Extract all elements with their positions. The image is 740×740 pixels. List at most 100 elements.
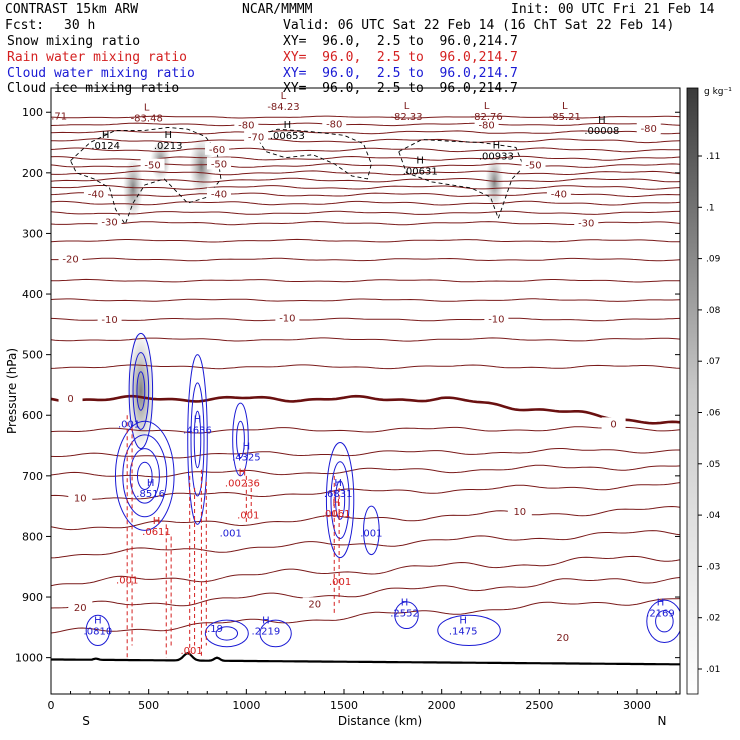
rain-extremum-value: .001 <box>237 510 259 521</box>
cloud-water-contour <box>363 505 380 556</box>
isotherm <box>51 505 680 531</box>
cloud-water-extremum-marker: H <box>194 414 202 425</box>
cloud-water-contour <box>132 352 150 430</box>
cloud-water-contour <box>215 626 239 641</box>
colorbar-tick-label: .01 <box>706 665 720 675</box>
cloud-water-contour <box>190 382 205 497</box>
isotherm-label-bg <box>234 118 259 131</box>
isotherm-label-bg <box>484 312 509 325</box>
cloud-water-contour <box>646 599 680 643</box>
freezing-level <box>51 394 680 425</box>
cloud-water-contour <box>129 448 160 504</box>
colorbar-tick-label: .08 <box>706 306 721 316</box>
cloud-water-extremum-value: .0810 <box>84 627 113 638</box>
isotherm-label: -10 <box>101 315 117 326</box>
isotherm <box>51 192 680 198</box>
colorbar <box>686 87 699 695</box>
x-tick-label: 1000 <box>232 699 260 712</box>
ice-extremum-marker: H <box>284 120 292 131</box>
isotherm-label: -10 <box>279 313 295 324</box>
isotherm-label: 20 <box>556 633 569 644</box>
isotherm-label: -80 <box>641 124 657 135</box>
cloud-water-contour <box>437 614 501 647</box>
isotherm <box>51 122 680 127</box>
isotherm-label-bg <box>601 417 626 430</box>
isotherm <box>51 200 680 206</box>
cloud-water-extremum-value: .1475 <box>449 627 478 638</box>
cloud-water-extremum-value: .2552 <box>390 608 419 619</box>
isotherm-label: -50 <box>144 161 160 172</box>
ice-extremum-marker: L <box>281 91 287 102</box>
isotherm-label: -80 <box>326 119 342 130</box>
y-axis-label: Pressure (hPa) <box>5 348 19 434</box>
isotherm-label-bg <box>322 117 347 130</box>
rain-extremum-marker: H <box>153 516 161 527</box>
y-tick-label: 900 <box>22 591 43 604</box>
y-tick-label: 1000 <box>15 652 43 665</box>
isotherm <box>51 210 680 215</box>
rain-extremum-value: .0061 <box>322 509 351 520</box>
x-tick-label: 3000 <box>623 699 651 712</box>
cloud-water-extremum-value: .6831 <box>324 489 353 500</box>
cloud-water-extremum-marker: H <box>147 478 155 489</box>
cloud-water-contour <box>136 461 153 490</box>
x-tick-label: 0 <box>48 699 55 712</box>
isotherm <box>51 337 680 342</box>
isotherm-label: -60 <box>209 145 225 156</box>
field-snow: Snow mixing ratio <box>7 34 141 49</box>
isotherm-label: -80 <box>238 121 254 132</box>
isotherm <box>51 426 680 434</box>
field-rain: Rain water mixing ratio <box>7 50 188 65</box>
colorbar-tick-label: .1 <box>706 203 715 213</box>
cloud-water-contour <box>128 332 154 450</box>
colorbar-tick-label: .04 <box>706 511 721 521</box>
isotherm <box>51 530 680 559</box>
cloud-water-extremum-value: .8516 <box>136 489 165 500</box>
isotherm <box>51 448 680 459</box>
cloud-water-contour <box>236 420 245 459</box>
colorbar-tick-label: .06 <box>706 409 721 419</box>
isotherm-label-bg <box>58 252 83 265</box>
isotherm-label-bg <box>636 122 661 135</box>
field-cloud-water-xy: XY= 96.0, 2.5 to 96.0,214.7 <box>283 66 518 81</box>
isotherm <box>51 598 680 634</box>
ice-extremum-marker: H <box>416 156 424 167</box>
isotherm <box>51 482 680 500</box>
cloud-water-extremum-marker: H <box>262 616 270 627</box>
ice-extremum-value: -84.23 <box>267 102 299 113</box>
colorbar-tick-label: .07 <box>706 357 720 367</box>
ice-extremum-marker: L <box>144 102 150 113</box>
isotherm-label: -30 <box>101 218 117 229</box>
x-end-label-south: S <box>82 714 90 728</box>
isotherm-label: -10 <box>488 314 504 325</box>
isotherm-label: -40 <box>88 190 104 201</box>
isotherm-label: -40 <box>551 190 567 201</box>
isotherm-label-bg <box>546 187 571 200</box>
rain-extremum-value: .001 <box>116 576 138 587</box>
cloud-water-contour <box>85 614 111 647</box>
cloud-water-contour <box>259 619 292 648</box>
colorbar-tick-label: .03 <box>706 562 720 572</box>
ice-extremum-marker: H <box>164 130 172 141</box>
cloud-water-extremum-value: .001 <box>220 528 242 539</box>
isotherm <box>51 364 680 370</box>
plot-frame <box>50 87 681 695</box>
isotherm-label-bg <box>83 187 108 200</box>
isotherm-label-bg <box>244 130 269 143</box>
cloud-ice-outline <box>69 126 222 226</box>
isotherm-label-bg <box>206 187 231 200</box>
x-tick-label: 2500 <box>525 699 553 712</box>
cloud-water-contour <box>232 402 249 477</box>
isotherm <box>51 238 680 243</box>
terrain-line <box>51 652 680 666</box>
cloud-water-contour <box>335 480 346 520</box>
ice-extremum-marker: L <box>562 101 568 112</box>
isotherm <box>51 298 680 302</box>
ice-extremum-value: .0213 <box>154 141 183 152</box>
isotherm-label: 20 <box>308 599 321 610</box>
isotherm <box>51 177 680 183</box>
cloud-water-contour <box>204 619 249 648</box>
rain-extremum-marker: H <box>239 468 247 479</box>
field-rain-xy: XY= 96.0, 2.5 to 96.0,214.7 <box>283 50 518 65</box>
ice-extremum-marker: H <box>102 130 110 141</box>
